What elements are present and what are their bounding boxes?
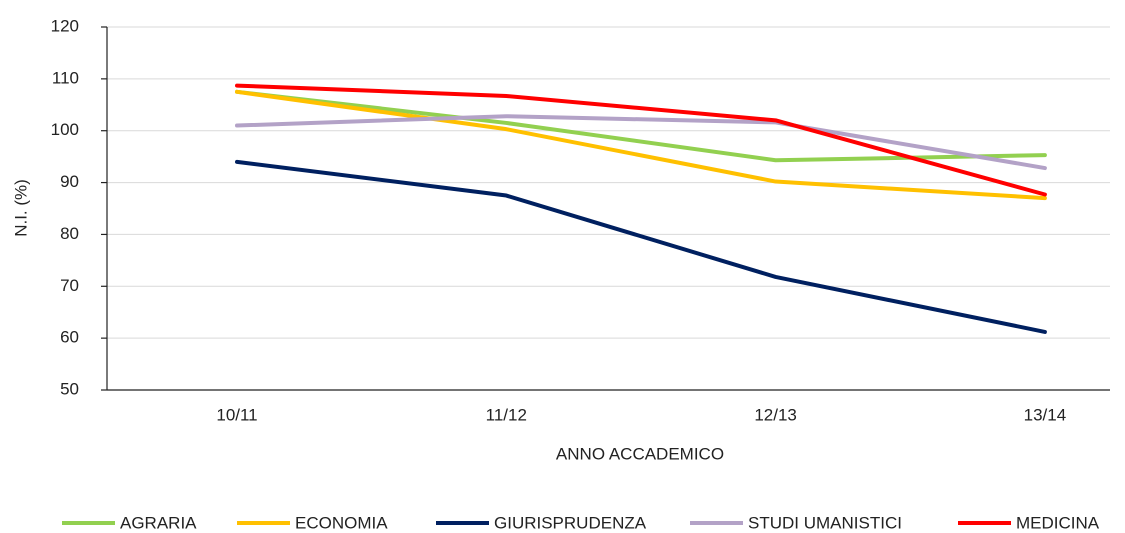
legend-label: AGRARIA <box>120 513 197 532</box>
series-line <box>235 89 1047 201</box>
series-line <box>235 89 1047 163</box>
series-line <box>235 83 1047 197</box>
y-tick-label: 110 <box>52 68 79 87</box>
legend-label: STUDI UMANISTICI <box>748 513 902 532</box>
y-axis-label: N.I. (%) <box>11 179 30 237</box>
x-axis-label: ANNO ACCADEMICO <box>556 444 724 463</box>
x-tick-label: 10/11 <box>216 405 257 424</box>
y-tick-label: 50 <box>60 379 79 398</box>
y-tick-label: 120 <box>51 16 79 35</box>
legend-label: MEDICINA <box>1016 513 1100 532</box>
series-line <box>235 159 1047 334</box>
y-tick-label: 100 <box>51 120 79 139</box>
x-tick-label: 11/12 <box>486 405 527 424</box>
y-tick-label: 70 <box>60 276 79 295</box>
x-tick-label: 13/14 <box>1024 405 1067 424</box>
legend-label: GIURISPRUDENZA <box>494 513 647 532</box>
y-tick-label: 90 <box>60 172 79 191</box>
y-tick-label: 80 <box>60 224 79 243</box>
x-tick-label: 12/13 <box>754 405 797 424</box>
y-tick-label: 60 <box>60 328 79 347</box>
series-line <box>235 114 1047 171</box>
legend-label: ECONOMIA <box>295 513 388 532</box>
